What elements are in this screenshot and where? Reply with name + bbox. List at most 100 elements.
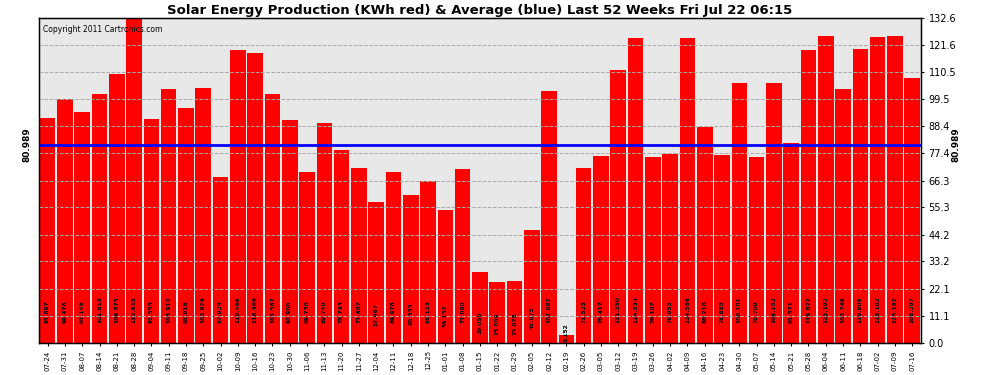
Text: 132.615: 132.615 (132, 296, 137, 323)
Bar (282, 120, 298, 343)
Title: Solar Energy Production (KWh red) & Average (blue) Last 52 Weeks Fri Jul 22 06:1: Solar Energy Production (KWh red) & Aver… (167, 4, 793, 17)
Text: 124.534: 124.534 (633, 296, 639, 323)
Bar (628, 38, 644, 343)
Bar (264, 94, 280, 343)
Bar (92, 94, 107, 343)
Text: 57.467: 57.467 (373, 303, 379, 326)
Text: 80.989: 80.989 (951, 127, 960, 162)
Text: 99.476: 99.476 (62, 300, 67, 323)
Text: 76.885: 76.885 (720, 300, 725, 323)
Text: 54.152: 54.152 (443, 304, 447, 327)
Bar (334, 150, 349, 343)
Bar (213, 177, 229, 343)
Bar (801, 50, 817, 343)
Bar (472, 272, 488, 343)
Text: 119.822: 119.822 (806, 296, 811, 323)
Bar (144, 119, 159, 343)
Text: 119.466: 119.466 (236, 296, 241, 323)
Text: 108.297: 108.297 (910, 296, 915, 323)
Bar (697, 127, 713, 343)
Text: 45.975: 45.975 (530, 306, 535, 329)
Text: 67.924: 67.924 (218, 300, 223, 323)
Text: 76.417: 76.417 (599, 300, 604, 323)
Text: 101.613: 101.613 (97, 296, 102, 323)
Text: 78.743: 78.743 (340, 300, 345, 323)
Text: 125.192: 125.192 (892, 296, 897, 323)
Text: 103.924: 103.924 (201, 296, 206, 323)
Text: 103.749: 103.749 (841, 296, 845, 323)
Text: 124.586: 124.586 (685, 296, 690, 323)
Bar (714, 154, 730, 343)
Text: Copyright 2011 Cartronics.com: Copyright 2011 Cartronics.com (44, 25, 162, 34)
Bar (732, 83, 747, 343)
Bar (438, 210, 453, 343)
Text: 60.333: 60.333 (408, 302, 413, 325)
Text: 69.730: 69.730 (305, 300, 310, 323)
Text: 106.152: 106.152 (771, 296, 776, 323)
Bar (454, 169, 470, 343)
Bar (109, 74, 125, 343)
Bar (386, 171, 401, 343)
Text: 109.875: 109.875 (114, 296, 120, 323)
Text: 118.466: 118.466 (252, 296, 257, 323)
Bar (836, 89, 850, 343)
Bar (524, 230, 540, 343)
Text: 95.918: 95.918 (183, 300, 188, 323)
Text: 25.009: 25.009 (495, 313, 500, 335)
Bar (766, 83, 782, 343)
Text: 111.350: 111.350 (616, 296, 621, 323)
Text: 88.216: 88.216 (702, 300, 707, 323)
Text: 3.152: 3.152 (564, 323, 569, 342)
Bar (248, 53, 263, 343)
Bar (403, 195, 419, 343)
Text: 94.146: 94.146 (80, 300, 85, 323)
Text: 69.978: 69.978 (391, 300, 396, 323)
Bar (662, 154, 678, 343)
Text: 71.467: 71.467 (356, 300, 361, 323)
Text: 25.078: 25.078 (512, 313, 517, 335)
Bar (542, 92, 557, 343)
Bar (57, 99, 72, 343)
Text: 71.525: 71.525 (581, 300, 586, 323)
Bar (818, 36, 834, 343)
Text: 102.692: 102.692 (546, 296, 551, 323)
Bar (489, 282, 505, 343)
Text: 125.102: 125.102 (875, 296, 880, 323)
Bar (870, 37, 885, 343)
Bar (576, 168, 591, 343)
Bar (887, 36, 903, 343)
Bar (40, 118, 55, 343)
Bar (351, 168, 366, 343)
Text: 91.355: 91.355 (148, 300, 153, 323)
Text: 90.900: 90.900 (287, 301, 292, 323)
Text: 106.101: 106.101 (737, 296, 742, 323)
Text: 29.050: 29.050 (477, 312, 482, 334)
Text: 119.906: 119.906 (858, 297, 863, 323)
Text: 71.090: 71.090 (460, 301, 465, 323)
Bar (74, 112, 90, 343)
Bar (748, 158, 764, 343)
Bar (317, 123, 332, 343)
Bar (558, 335, 574, 343)
Bar (611, 70, 626, 343)
Bar (593, 156, 609, 343)
Bar (299, 172, 315, 343)
Text: 91.897: 91.897 (46, 300, 50, 323)
Bar (368, 202, 384, 343)
Text: 76.953: 76.953 (667, 300, 672, 323)
Bar (127, 18, 142, 343)
Bar (421, 181, 436, 343)
Text: 81.571: 81.571 (789, 300, 794, 323)
Bar (783, 143, 799, 343)
Bar (507, 281, 523, 343)
Text: 101.567: 101.567 (270, 296, 275, 323)
Text: 80.989: 80.989 (23, 127, 32, 162)
Bar (195, 88, 211, 343)
Bar (178, 108, 194, 343)
Text: 75.709: 75.709 (754, 300, 759, 323)
Bar (852, 50, 868, 343)
Text: 125.192: 125.192 (824, 296, 829, 323)
Text: 89.749: 89.749 (322, 300, 327, 323)
Bar (161, 88, 176, 343)
Bar (680, 38, 695, 343)
